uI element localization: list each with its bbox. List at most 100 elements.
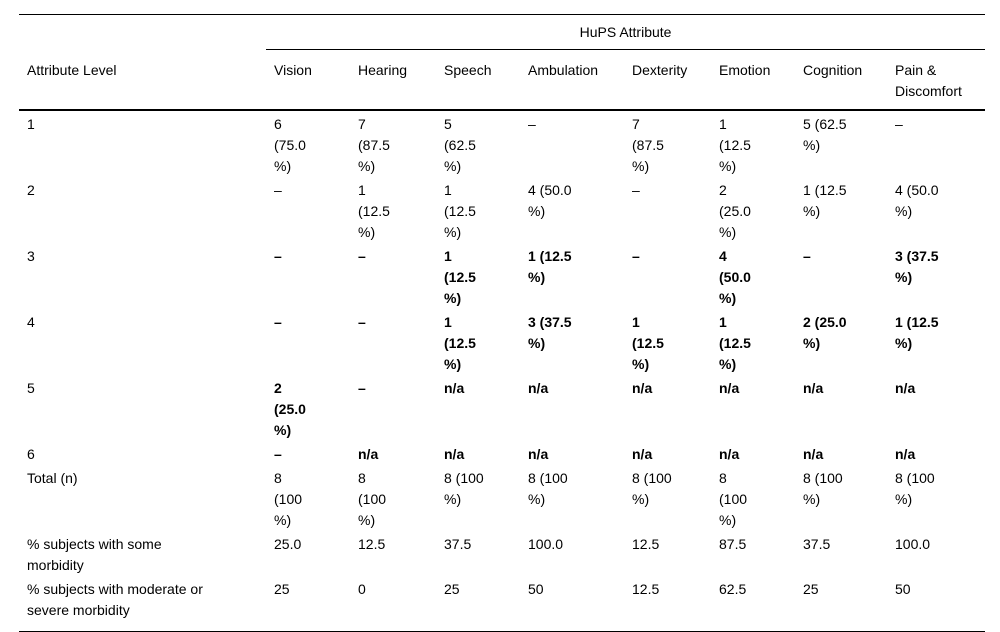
table-cell: 12.5 <box>632 581 660 597</box>
table-cell: 4 (50.0 %) <box>528 182 572 219</box>
table-cell: n/a <box>444 446 465 462</box>
table-cell: 1 (12.5 %) <box>358 182 390 240</box>
column-header-vision: Vision <box>266 49 350 111</box>
table-cell: 8 (100 %) <box>358 470 387 528</box>
table-cell: 25.0 <box>274 536 302 552</box>
table-cell: – <box>358 380 366 396</box>
table-body: 1 6 (75.0 %) 7 (87.5 %) 5 (62.5 %) – 7 (87.5 … <box>19 110 985 632</box>
table-cell: 8 (100 %) <box>274 470 303 528</box>
table-cell: 62.5 <box>719 581 747 597</box>
table-cell: – <box>274 314 282 330</box>
table-row: % subjects with moderate or severe morbi… <box>19 576 985 632</box>
table-cell: 3 (37.5 %) <box>528 314 572 351</box>
row-label: Total (n) <box>27 470 78 486</box>
table-row: 3 – – 1 (12.5 %) 1 (12.5 %) – 4 (50.0 %) – 3 (37… <box>19 243 985 309</box>
table-cell: n/a <box>803 380 824 396</box>
table-cell: 1 (12.5 %) <box>444 182 476 240</box>
table-cell: – <box>358 248 366 264</box>
table-cell: 5 (62.5 %) <box>444 116 476 174</box>
table-cell: n/a <box>895 446 916 462</box>
table-cell: 8 (100 %) <box>895 470 935 507</box>
table-cell: – <box>803 248 811 264</box>
table-cell: 5 (62.5 %) <box>803 116 847 153</box>
table-cell: n/a <box>895 380 916 396</box>
table-cell: n/a <box>528 380 549 396</box>
table-row: Total (n) 8 (100 %) 8 (100 %) 8 (100 %) 8 (1… <box>19 465 985 531</box>
column-header-row: Attribute Level Vision Hearing Speech Am… <box>19 49 986 111</box>
table-row: 5 2 (25.0 %) – n/a n/a n/a n/a n/a n/a <box>19 375 985 441</box>
table-row: 6 – n/a n/a n/a n/a n/a n/a n/a <box>19 441 985 465</box>
table-cell: 37.5 <box>803 536 831 552</box>
table-cell: 25 <box>803 581 819 597</box>
spanner-row: HuPS Attribute <box>19 14 986 50</box>
row-label: % subjects with some morbidity <box>27 536 162 573</box>
table-cell: – <box>528 116 536 132</box>
column-header-hearing: Hearing <box>350 49 436 111</box>
table-cell: 0 <box>358 581 366 597</box>
table-cell: 3 (37.5 %) <box>895 248 939 285</box>
table-cell: – <box>274 446 282 462</box>
table-cell: n/a <box>444 380 465 396</box>
table-cell: 4 (50.0 %) <box>719 248 751 306</box>
column-header-cognition: Cognition <box>795 49 887 111</box>
table-cell: n/a <box>632 380 653 396</box>
table-row: 1 6 (75.0 %) 7 (87.5 %) 5 (62.5 %) – 7 (87.5 … <box>19 110 985 177</box>
table-cell: – <box>632 248 640 264</box>
table-cell: 12.5 <box>358 536 386 552</box>
row-label: 3 <box>27 248 35 264</box>
table-cell: 2 (25.0 %) <box>719 182 751 240</box>
row-label: % subjects with moderate or severe morbi… <box>27 581 203 618</box>
table-row: 2 – 1 (12.5 %) 1 (12.5 %) 4 (50.0 %) – 2 (25.0… <box>19 177 985 243</box>
table-cell: 4 (50.0 %) <box>895 182 939 219</box>
column-header-emotion: Emotion <box>711 49 795 111</box>
table-cell: 50 <box>895 581 911 597</box>
table-cell: 1 (12.5 %) <box>444 314 476 372</box>
table-cell: 87.5 <box>719 536 747 552</box>
table-cell: – <box>895 116 903 132</box>
column-header-speech: Speech <box>436 49 520 111</box>
table-cell: 8 (100 %) <box>444 470 484 507</box>
column-header-dexterity: Dexterity <box>624 49 711 111</box>
table-cell: – <box>274 182 282 198</box>
table-cell: 1 (12.5 %) <box>803 182 847 219</box>
table-cell: 6 (75.0 %) <box>274 116 306 174</box>
table-cell: 12.5 <box>632 536 660 552</box>
table-cell: n/a <box>632 446 653 462</box>
table-cell: – <box>358 314 366 330</box>
table-cell: 50 <box>528 581 544 597</box>
row-label: 2 <box>27 182 35 198</box>
table-cell: 2 (25.0 %) <box>803 314 847 351</box>
table-cell: 8 (100 %) <box>632 470 672 507</box>
table-cell: 1 (12.5 %) <box>719 116 751 174</box>
table-cell: 25 <box>274 581 290 597</box>
table-cell: 25 <box>444 581 460 597</box>
table-cell: n/a <box>719 446 740 462</box>
spanner-stub-spacer <box>19 15 266 50</box>
table-cell: – <box>274 248 282 264</box>
table-cell: 7 (87.5 %) <box>358 116 390 174</box>
table-cell: 100.0 <box>895 536 931 552</box>
table-row: 4 – – 1 (12.5 %) 3 (37.5 %) 1 (12.5 %) 1 (12.5… <box>19 309 985 375</box>
hups-attribute-table: HuPS Attribute Attribute Level Vision He… <box>19 14 986 632</box>
table-row: % subjects with some morbidity 25.0 12.5 37… <box>19 531 985 576</box>
row-label: 6 <box>27 446 35 462</box>
row-label: 1 <box>27 116 35 132</box>
table-cell: 37.5 <box>444 536 472 552</box>
table-cell: 2 (25.0 %) <box>274 380 306 438</box>
spanner-header: HuPS Attribute <box>266 14 986 50</box>
table-cell: n/a <box>719 380 740 396</box>
table-cell: 1 (12.5 %) <box>632 314 664 372</box>
table-cell: 8 (100 %) <box>528 470 568 507</box>
table-cell: 8 (100 %) <box>803 470 843 507</box>
row-label: 5 <box>27 380 35 396</box>
table-cell: 100.0 <box>528 536 564 552</box>
table-cell: – <box>632 182 640 198</box>
column-header-pain-discomfort: Pain & Discomfort <box>887 49 986 111</box>
column-header-ambulation: Ambulation <box>520 49 624 111</box>
table-cell: 1 (12.5 %) <box>444 248 476 306</box>
table-cell: n/a <box>358 446 379 462</box>
table-cell: n/a <box>528 446 549 462</box>
row-label: 4 <box>27 314 35 330</box>
table-cell: 1 (12.5 %) <box>719 314 751 372</box>
